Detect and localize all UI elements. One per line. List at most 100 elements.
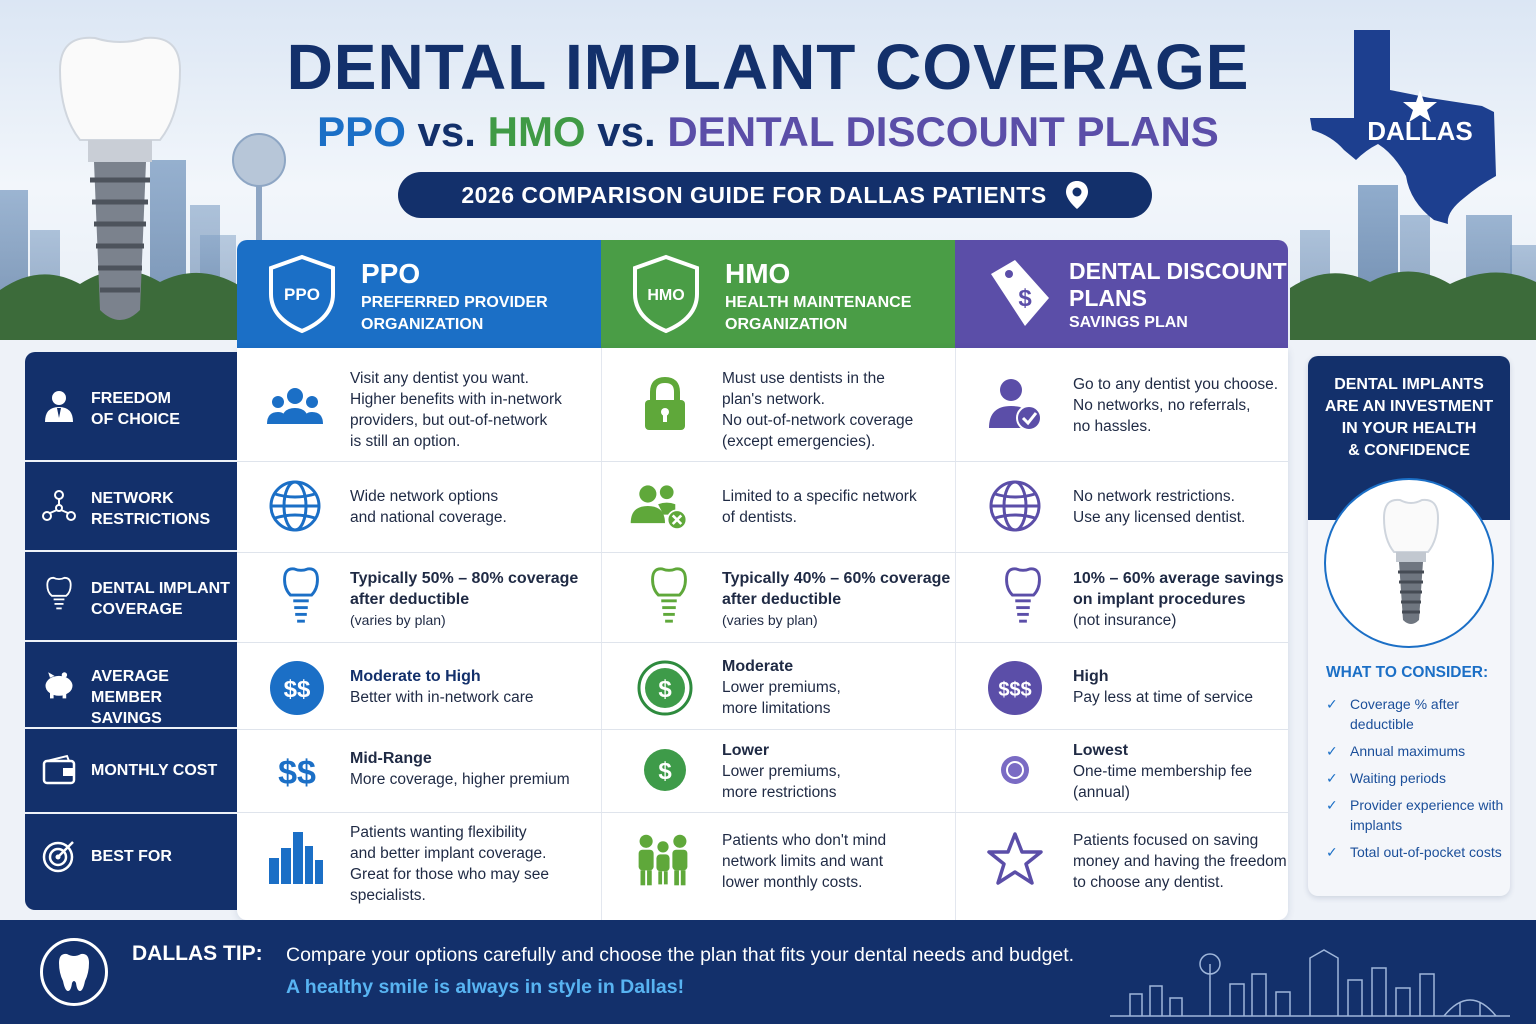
row-label-monthly: MONTHLY COST xyxy=(25,752,237,792)
footer-tip-bar: DALLAS TIP: Compare your options careful… xyxy=(0,920,1536,1024)
divider xyxy=(237,729,1288,730)
dallas-tip-text: Compare your options carefully and choos… xyxy=(286,944,1075,966)
people-remove-icon xyxy=(630,485,688,530)
cell-hmo-bestfor: Patients who don't mind network limits an… xyxy=(722,832,887,891)
column-header-hmo: HMO HMO HEALTH MAINTENANCE ORGANIZATION xyxy=(601,240,955,348)
ppo-badge-text: PPO xyxy=(284,285,320,304)
subtitle-vs: vs. xyxy=(585,108,668,155)
tooth-implant-icon xyxy=(283,567,319,623)
investment-heading: DENTAL IMPLANTS ARE AN INVESTMENT IN YOUR… xyxy=(1324,376,1494,459)
checkmark-icon: ✓ xyxy=(1326,844,1338,860)
dallas-tip-label: DALLAS TIP: xyxy=(132,942,263,965)
wallet-icon xyxy=(42,754,76,785)
svg-text:$: $ xyxy=(658,676,672,703)
dental-implant-illustration xyxy=(1382,498,1440,624)
row-label-bestfor: BEST FOR xyxy=(25,838,237,878)
divider xyxy=(237,812,1288,813)
cell-discount-freedom: Go to any dentist you choose. No networks… xyxy=(1073,376,1279,435)
coin-icon xyxy=(1001,756,1029,784)
dallas-label: DALLAS xyxy=(1367,116,1473,146)
person-icon xyxy=(45,391,73,422)
row-label-savings: AVERAGE MEMBER SAVINGS xyxy=(25,664,237,727)
cell-discount-savings: High Pay less at time of service xyxy=(1073,668,1254,706)
tooth-badge xyxy=(40,938,108,1006)
what-to-consider-title: WHAT TO CONSIDER: xyxy=(1326,664,1489,681)
checkmark-icon: ✓ xyxy=(1326,770,1338,786)
dollar-circle-icon: $$$ xyxy=(988,661,1042,715)
lock-icon xyxy=(645,376,685,430)
ppo-title: PPO xyxy=(361,258,421,289)
cell-ppo-monthly: Mid-Range More coverage, higher premium xyxy=(350,750,570,788)
investment-panel: DENTAL IMPLANTS ARE AN INVESTMENT IN YOUR… xyxy=(1308,356,1510,896)
column-header-discount-plans: $ DENTAL DISCOUNT PLANS SAVINGS PLAN xyxy=(955,240,1288,348)
subtitle-discount: DENTAL DISCOUNT PLANS xyxy=(667,108,1219,155)
dollar-signs-icon: $$ xyxy=(278,754,316,792)
divider xyxy=(25,550,237,552)
row-label-network: NETWORK RESTRICTIONS xyxy=(25,482,237,542)
skyline-outline-illustration xyxy=(1110,949,1510,1017)
row-labels-sidebar: FREEDOM OF CHOICE NETWORK RESTRICTIONS DEN… xyxy=(25,352,237,910)
cell-ppo-bestfor: Patients wanting flexibility and better i… xyxy=(350,824,550,904)
column-header-ppo: PPO PPO PREFERRED PROVIDER ORGANIZATION xyxy=(237,240,601,348)
hmo-title: HMO xyxy=(725,258,791,289)
implant-image-circle xyxy=(1324,478,1494,648)
price-tag-icon: $ xyxy=(991,260,1049,326)
list-item: ✓ Coverage % after deductible xyxy=(1326,696,1459,732)
dollar-circle-icon: $$ xyxy=(270,661,324,715)
list-item: ✓ Annual maximums xyxy=(1326,743,1466,759)
divider xyxy=(25,812,237,814)
svg-text:$$: $$ xyxy=(284,676,311,703)
divider xyxy=(237,461,1288,462)
guide-text: 2026 COMPARISON GUIDE FOR DALLAS PATIENT… xyxy=(461,181,1047,208)
svg-text:$$$: $$$ xyxy=(998,679,1031,701)
footer-slogan: A healthy smile is always in style in Da… xyxy=(286,976,685,998)
row-label-implant: DENTAL IMPLANT COVERAGE xyxy=(25,572,237,632)
discount-title: DENTAL DISCOUNT PLANS xyxy=(1069,258,1287,311)
people-group-icon xyxy=(267,388,323,424)
consider-list: ✓ Coverage % after deductible ✓ Annual max… xyxy=(1324,694,1504,869)
list-item: ✓ Total out-of-pocket costs xyxy=(1326,844,1502,860)
tooth-icon xyxy=(46,576,72,610)
comparison-guide-banner: 2026 COMPARISON GUIDE FOR DALLAS PATIENT… xyxy=(398,172,1152,218)
cell-ppo-network: Wide network options and national coverag… xyxy=(350,488,507,526)
cell-hmo-implant: Typically 40% – 60% coverage after deduct… xyxy=(722,570,951,628)
star-icon xyxy=(987,832,1043,885)
network-icon xyxy=(42,490,76,521)
cell-ppo-savings: Moderate to High Better with in-network c… xyxy=(350,668,534,706)
cell-hmo-savings: Moderate Lower premiums, more limitations xyxy=(722,658,841,717)
shield-icon: PPO xyxy=(269,254,335,334)
ppo-subtitle: PREFERRED PROVIDER ORGANIZATION xyxy=(361,294,548,333)
divider xyxy=(25,460,237,462)
cell-discount-bestfor: Patients focused on saving money and havi… xyxy=(1073,832,1287,891)
divider xyxy=(237,552,1288,553)
dental-implant-illustration xyxy=(58,36,182,320)
divider xyxy=(237,642,1288,643)
cell-ppo-implant: Typically 50% – 80% coverage after deduct… xyxy=(350,570,579,628)
svg-text:$$: $$ xyxy=(278,754,316,792)
globe-icon xyxy=(989,480,1041,532)
page-title: DENTAL IMPLANT COVERAGE xyxy=(286,31,1250,103)
list-item: ✓ Provider experience with implants xyxy=(1326,797,1504,833)
piggy-bank-icon xyxy=(45,672,73,699)
city-buildings-icon xyxy=(269,832,323,884)
comparison-table: Visit any dentist you want. Higher benefi… xyxy=(237,348,1288,920)
row-label-freedom: FREEDOM OF CHOICE xyxy=(25,382,237,442)
cell-hmo-network: Limited to a specific network of dentists… xyxy=(722,488,917,526)
checkmark-icon: ✓ xyxy=(1326,797,1338,813)
hmo-badge-text: HMO xyxy=(647,287,684,304)
divider xyxy=(955,348,956,920)
target-icon xyxy=(42,841,74,873)
family-icon xyxy=(638,834,688,886)
user-check-icon xyxy=(989,379,1042,431)
subtitle-hmo: HMO xyxy=(487,108,586,155)
divider xyxy=(25,727,237,729)
tooth-implant-icon xyxy=(1005,567,1041,623)
subtitle-vs: vs. xyxy=(405,108,488,155)
page-subtitle: PPO vs. HMO vs. DENTAL DISCOUNT PLANS xyxy=(200,108,1336,156)
dollar-circle-icon: $ xyxy=(644,749,686,791)
tooth-icon xyxy=(59,953,89,991)
shield-icon: HMO xyxy=(633,254,699,334)
tag-badge-text: $ xyxy=(1018,285,1032,312)
hmo-subtitle: HEALTH MAINTENANCE ORGANIZATION xyxy=(725,294,912,333)
dollar-circle-icon: $ xyxy=(637,660,693,716)
